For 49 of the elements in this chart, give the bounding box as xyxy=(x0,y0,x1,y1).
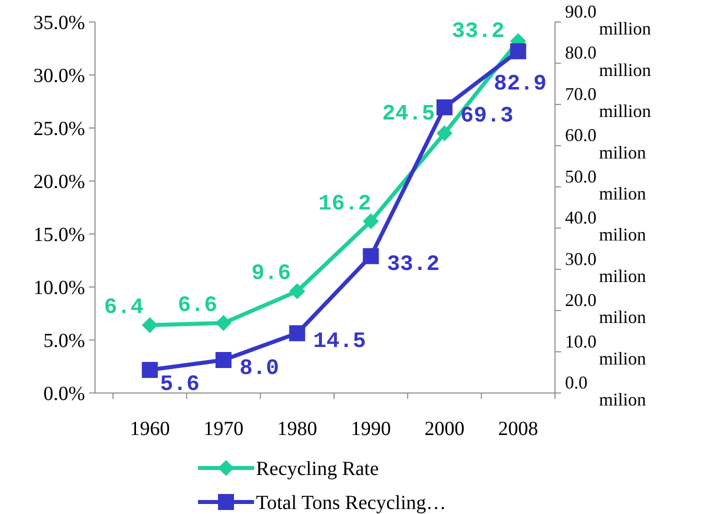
y2-tick-label: 50.0 milion xyxy=(565,166,646,204)
y-tick-label: 20.0% xyxy=(33,171,85,193)
y2-tick-label: 0.0 milion xyxy=(565,372,646,410)
point xyxy=(216,352,232,368)
point xyxy=(289,325,306,342)
y-tick-label: 30.0% xyxy=(33,65,85,87)
point xyxy=(362,213,379,230)
y-tick-label: 10.0% xyxy=(33,277,85,299)
point xyxy=(510,43,526,60)
x-tick-label: 1970 xyxy=(204,418,244,440)
y2-tick-label: 10.0 milion xyxy=(565,331,646,368)
data-label: 6.4 xyxy=(104,295,144,320)
x-tick-label: 1980 xyxy=(277,418,318,440)
point xyxy=(436,125,452,142)
y-tick-label: 5.0% xyxy=(43,330,85,352)
y-tick-label: 0.0% xyxy=(43,383,85,405)
point xyxy=(142,362,158,378)
data-label: 24.5 xyxy=(382,101,435,126)
x-tick-label: 2008 xyxy=(498,418,538,440)
y-tick-label: 25.0% xyxy=(33,118,85,140)
y2-tick-label: 60.0 milion xyxy=(565,125,646,162)
data-label: 9.6 xyxy=(251,261,291,286)
y2-tick-label: 70.0 million xyxy=(565,84,652,122)
y-tick-label: 15.0% xyxy=(33,224,85,246)
y2-tick-label: 30.0 milion xyxy=(565,248,646,286)
point xyxy=(436,99,452,116)
point xyxy=(216,315,232,332)
x-tick-label: 1960 xyxy=(130,418,170,440)
legend-label: Total Tons Recycling… xyxy=(256,492,446,514)
y2-tick-label: 20.0 milion xyxy=(565,290,646,328)
y2-tick-label: 90.0 million xyxy=(565,2,652,39)
y2-tick-label: 80.0 million xyxy=(565,42,652,80)
x-tick-label: 1990 xyxy=(350,418,391,440)
data-label: 33.2 xyxy=(452,19,505,44)
y2-tick-label: 40.0 milion xyxy=(565,208,646,245)
data-label: 33.2 xyxy=(386,252,440,278)
legend-label: Recycling Rate xyxy=(256,458,379,480)
point xyxy=(362,248,379,264)
data-label: 8.0 xyxy=(240,356,280,382)
y-tick-label: 35.0% xyxy=(33,12,85,34)
data-label: 16.2 xyxy=(318,191,372,216)
data-label: 82.9 xyxy=(494,71,547,96)
x-tick-label: 2000 xyxy=(424,418,464,440)
data-label: 6.6 xyxy=(178,293,218,318)
point xyxy=(142,317,158,334)
data-label: 14.5 xyxy=(313,329,366,354)
data-label: 5.6 xyxy=(160,372,200,397)
data-label: 69.3 xyxy=(460,103,514,128)
point xyxy=(289,283,306,300)
